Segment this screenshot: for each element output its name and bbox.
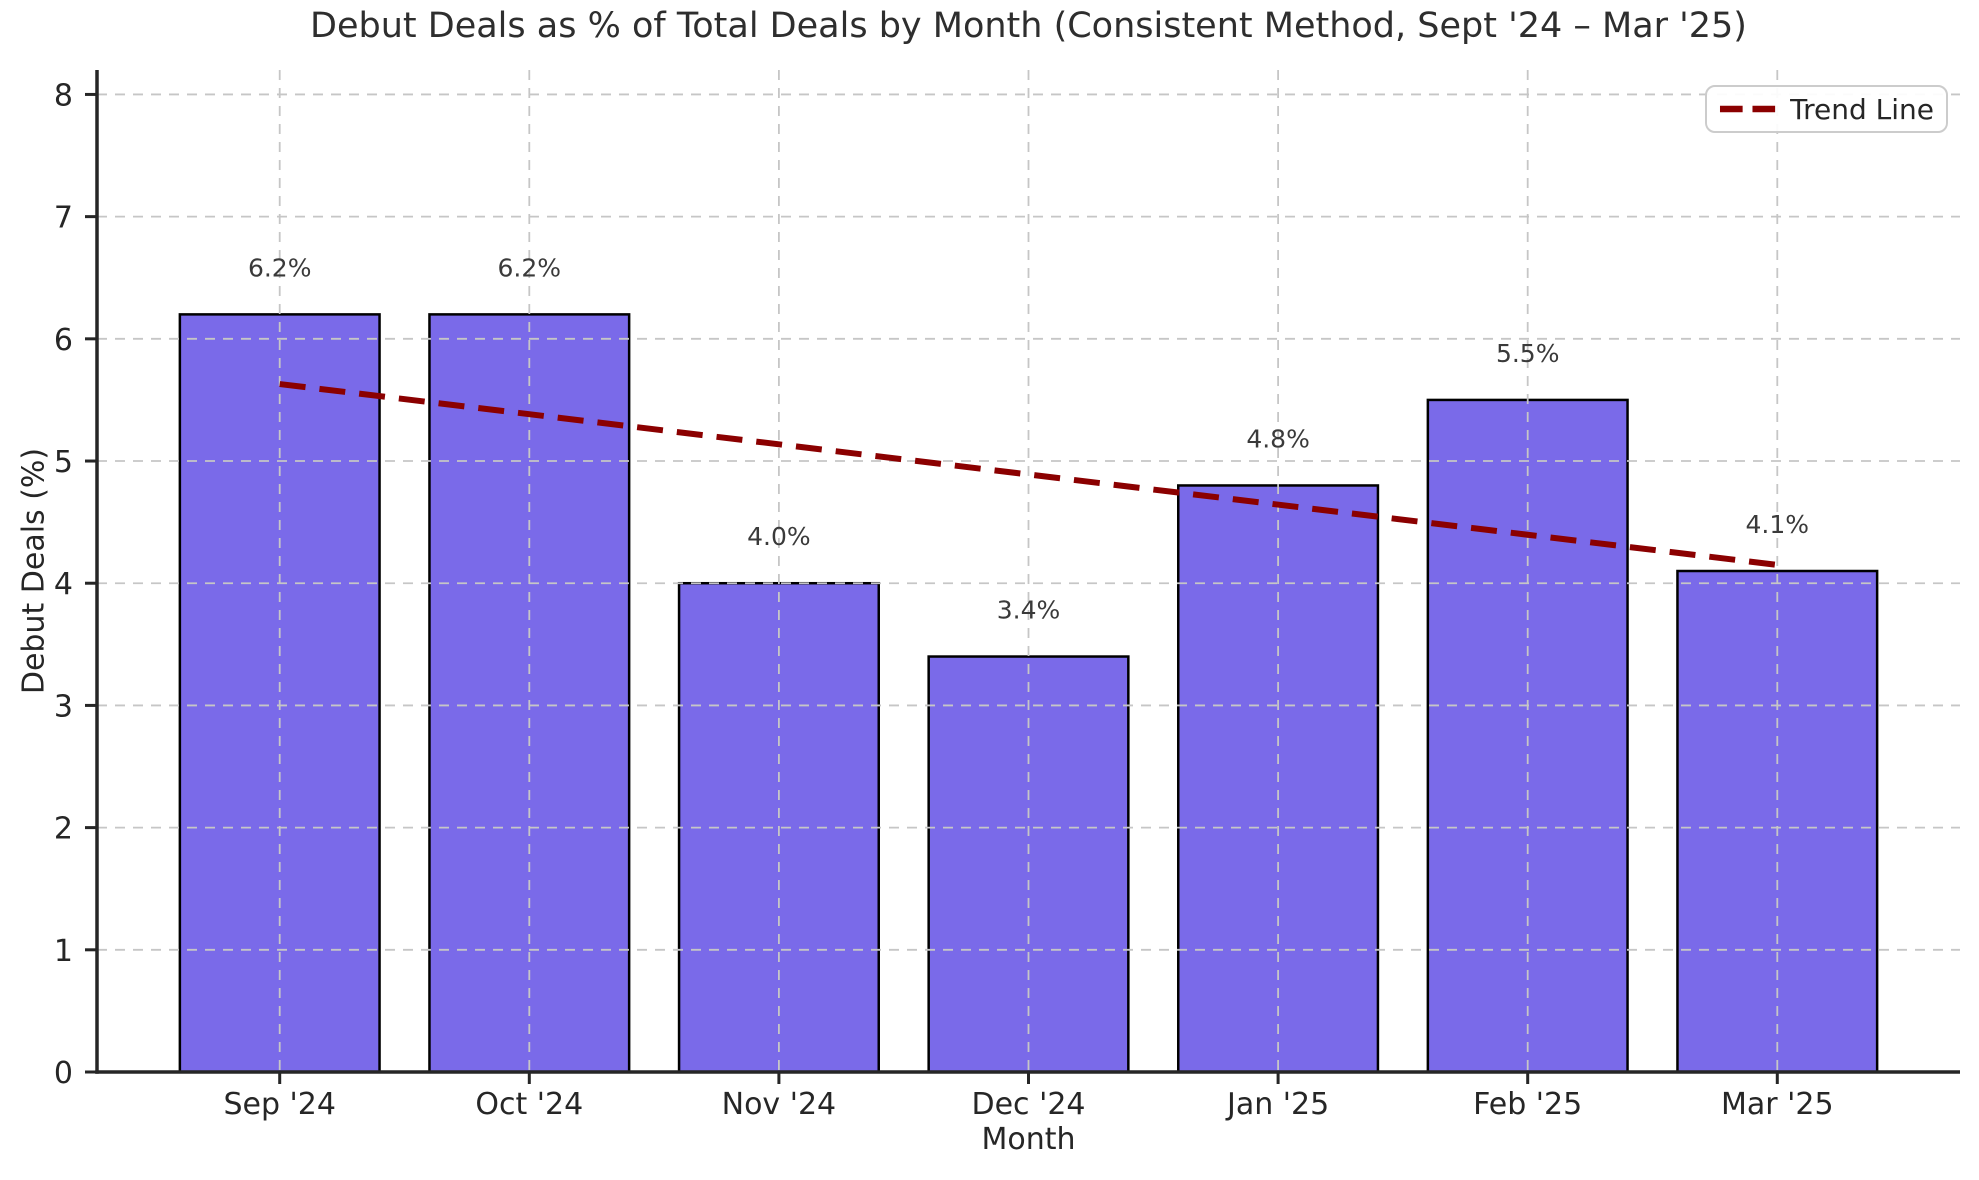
legend: Trend Line [1705, 85, 1948, 133]
bar-value-label: 3.4% [997, 596, 1061, 625]
bar-value-label: 5.5% [1496, 339, 1560, 368]
trend-line [279, 381, 1778, 568]
x-tick-label: Oct '24 [475, 1087, 583, 1122]
x-tick-label: Jan '25 [1225, 1087, 1329, 1122]
trend-line-legend-swatch [1719, 105, 1776, 113]
bar-oct-24 [428, 313, 631, 1074]
y-tick-label: 5 [54, 445, 73, 480]
legend-label: Trend Line [1790, 92, 1934, 126]
x-tick-label: Nov '24 [722, 1087, 837, 1122]
y-tick-label: 1 [54, 934, 73, 969]
bar-value-label: 4.0% [747, 522, 811, 551]
y-tick-label: 4 [54, 567, 73, 602]
y-tick-label: 2 [54, 812, 73, 847]
bar-value-label: 4.8% [1246, 424, 1310, 453]
y-tick-label: 8 [54, 78, 73, 113]
y-axis-label: Debut Deals (%) [16, 447, 52, 695]
x-axis-label: Month [981, 1122, 1076, 1157]
y-tick-label: 6 [54, 323, 73, 358]
x-tick-label: Feb '25 [1473, 1087, 1582, 1122]
bar-value-label: 6.2% [248, 253, 312, 282]
x-tick-label: Mar '25 [1721, 1087, 1834, 1122]
x-tick-label: Sep '24 [223, 1087, 336, 1122]
y-tick-label: 0 [54, 1056, 73, 1091]
x-tick-label: Dec '24 [971, 1087, 1085, 1122]
y-tick-label: 7 [54, 201, 73, 236]
bar-value-label: 6.2% [498, 253, 562, 282]
y-tick-label: 3 [54, 689, 73, 724]
chart-title: Debut Deals as % of Total Deals by Month… [310, 6, 1747, 46]
bar-value-label: 4.1% [1746, 510, 1810, 539]
bar-sep-24 [178, 313, 381, 1074]
